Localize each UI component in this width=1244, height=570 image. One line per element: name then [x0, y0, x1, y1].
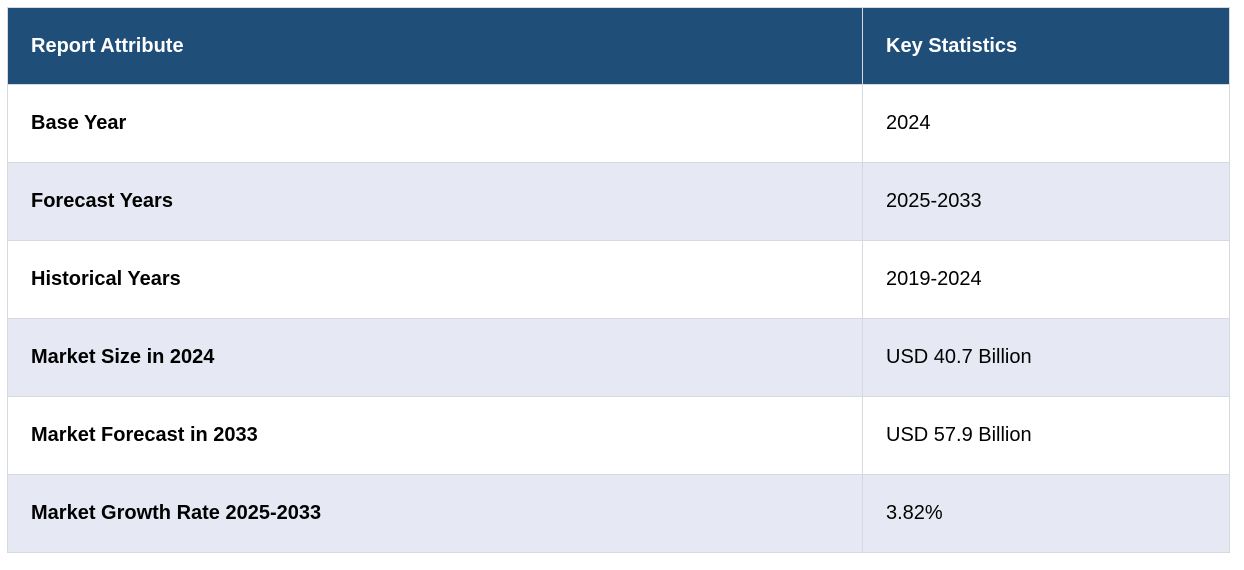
row-value: 2024: [862, 84, 1230, 163]
table-row: Forecast Years 2025-2033: [7, 162, 1230, 241]
row-attribute: Market Forecast in 2033: [7, 396, 863, 475]
row-value: 2019-2024: [862, 240, 1230, 319]
header-report-attribute: Report Attribute: [7, 7, 863, 85]
row-attribute: Base Year: [7, 84, 863, 163]
row-attribute: Forecast Years: [7, 162, 863, 241]
table-row: Market Growth Rate 2025-2033 3.82%: [7, 474, 1230, 553]
report-statistics-table: Report Attribute Key Statistics Base Yea…: [7, 7, 1230, 553]
row-value: 2025-2033: [862, 162, 1230, 241]
table-row: Market Forecast in 2033 USD 57.9 Billion: [7, 396, 1230, 475]
table-body: Base Year 2024 Forecast Years 2025-2033 …: [7, 84, 1230, 553]
table-row: Market Size in 2024 USD 40.7 Billion: [7, 318, 1230, 397]
table-row: Historical Years 2019-2024: [7, 240, 1230, 319]
row-value: USD 57.9 Billion: [862, 396, 1230, 475]
header-key-statistics: Key Statistics: [862, 7, 1230, 85]
row-attribute: Historical Years: [7, 240, 863, 319]
row-value: 3.82%: [862, 474, 1230, 553]
table-header-row: Report Attribute Key Statistics: [7, 7, 1230, 85]
row-value: USD 40.7 Billion: [862, 318, 1230, 397]
table-header: Report Attribute Key Statistics: [7, 7, 1230, 85]
row-attribute: Market Size in 2024: [7, 318, 863, 397]
row-attribute: Market Growth Rate 2025-2033: [7, 474, 863, 553]
table-row: Base Year 2024: [7, 84, 1230, 163]
